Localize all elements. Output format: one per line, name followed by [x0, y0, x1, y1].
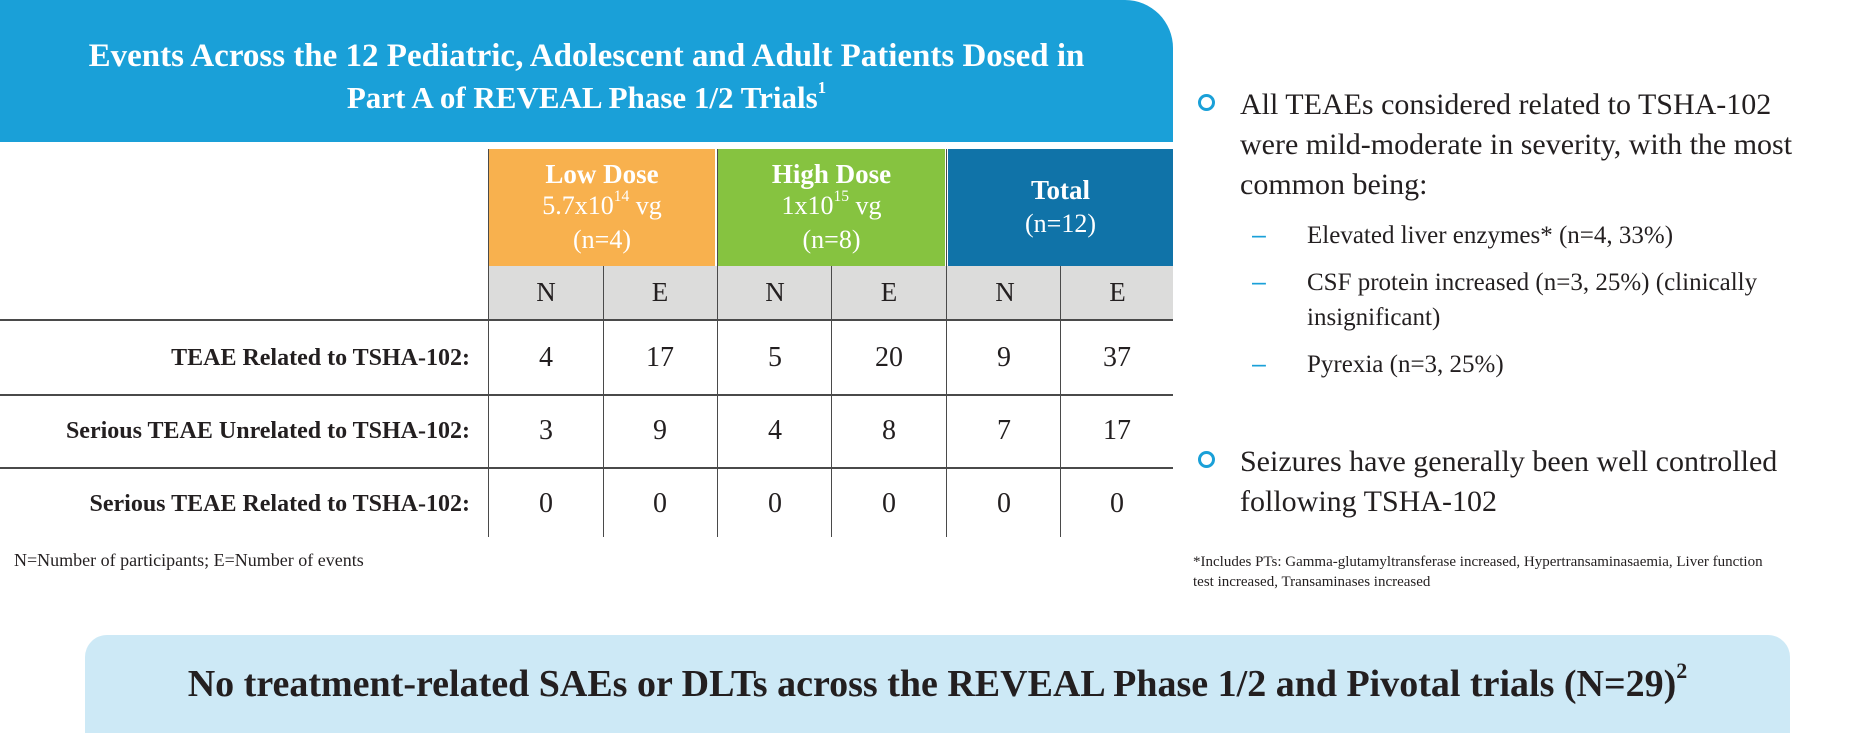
circle-bullet-icon	[1198, 451, 1215, 468]
footnote-line: test increased, Transaminases increased	[1193, 574, 1431, 590]
table-cell: 5	[768, 342, 782, 373]
subheader-total-e: E	[1109, 277, 1126, 307]
column-divider	[488, 149, 489, 537]
table-title-line2: Part A of REVEAL Phase 1/2 Trials1	[0, 78, 1173, 118]
footnote-ref-2: 2	[1676, 657, 1688, 683]
table-cell: 0	[768, 488, 782, 519]
low-dose-n: (n=4)	[573, 225, 631, 254]
table-cell: 37	[1103, 342, 1131, 373]
table-cell: 17	[646, 342, 674, 373]
row-label-serious-teae-related: Serious TEAE Related to TSHA-102:	[89, 491, 470, 517]
high-dose-n: (n=8)	[802, 225, 861, 254]
high-dose-exponent: 15	[833, 188, 850, 206]
table-title-line1: Events Across the 12 Pediatric, Adolesce…	[88, 38, 1085, 74]
table-title-banner: Events Across the 12 Pediatric, Adolesce…	[0, 0, 1173, 142]
bullet-text: All TEAEs considered related to TSHA-102…	[1240, 85, 1855, 205]
key-message-text: No treatment-related SAEs or DLTs across…	[187, 663, 1677, 705]
bullet-text: Seizures have generally been well contro…	[1240, 442, 1855, 522]
table-cell: 4	[539, 342, 553, 373]
dash-bullet-icon: –	[1252, 268, 1266, 296]
table-cell: 0	[653, 488, 667, 519]
high-dose-amount: 1x1015 vg	[718, 189, 945, 223]
circle-bullet-icon	[1198, 94, 1215, 111]
table-cell: 9	[653, 415, 667, 446]
sub-bullet-text: CSF protein increased (n=3, 25%) (clinic…	[1307, 265, 1852, 335]
row-label-serious-teae-unrelated: Serious TEAE Unrelated to TSHA-102:	[65, 418, 470, 444]
subheader-total-n: N	[995, 277, 1015, 307]
bullet-line: common being:	[1240, 168, 1428, 201]
sub-bullet-line: insignificant)	[1307, 304, 1441, 331]
subheader-low-e: E	[651, 277, 669, 307]
row-divider	[0, 319, 1173, 321]
column-divider	[946, 149, 947, 537]
high-dose-header: High Dose 1x1015 vg (n=8)	[718, 149, 945, 266]
high-dose-base: 1x10	[781, 191, 834, 220]
low-dose-exponent: 14	[613, 188, 630, 206]
table-cell: 7	[997, 415, 1011, 446]
low-dose-name: Low Dose	[545, 159, 659, 189]
high-dose-unit: vg	[849, 191, 882, 220]
bullet-line: All TEAEs considered related to TSHA-102	[1240, 88, 1772, 121]
subheader-high-e: E	[880, 277, 898, 307]
table-cell: 9	[997, 342, 1011, 373]
table-footnote: N=Number of participants; E=Number of ev…	[14, 550, 364, 570]
column-divider	[1060, 266, 1061, 537]
row-divider	[0, 467, 1173, 469]
subheader-low-n: N	[536, 277, 556, 307]
footnote-ref-1: 1	[817, 78, 827, 98]
total-header: Total (n=12)	[948, 149, 1173, 266]
total-name: Total	[1030, 175, 1091, 205]
bullet-line: were mild-moderate in severity, with the…	[1240, 128, 1793, 161]
low-dose-amount: 5.7x1014 vg	[489, 189, 715, 223]
column-divider	[603, 266, 604, 537]
row-label-teae-related: TEAE Related to TSHA-102:	[171, 345, 470, 371]
table-cell: 4	[768, 415, 782, 446]
column-divider	[831, 266, 832, 537]
table-cell: 20	[875, 342, 903, 373]
liver-enzymes-footnote: *Includes PTs: Gamma-glutamyltransferase…	[1193, 552, 1843, 592]
subheader-high-n: N	[765, 277, 785, 307]
sub-bullet-text: Elevated liver enzymes* (n=4, 33%)	[1307, 222, 1674, 249]
table-title-line2-text: Part A of REVEAL Phase 1/2 Trials	[346, 80, 818, 115]
footnote-line: *Includes PTs: Gamma-glutamyltransferase…	[1193, 554, 1763, 570]
table-cell: 3	[539, 415, 553, 446]
table-cell: 0	[539, 488, 553, 519]
column-divider	[717, 149, 718, 537]
low-dose-header: Low Dose 5.7x1014 vg (n=4)	[489, 149, 715, 266]
sub-bullet-text: Pyrexia (n=3, 25%)	[1307, 351, 1504, 378]
table-cell: 17	[1103, 415, 1131, 446]
table-cell: 0	[1110, 488, 1124, 519]
table-cell: 0	[997, 488, 1011, 519]
high-dose-name: High Dose	[771, 159, 892, 189]
sub-bullet-line: CSF protein increased (n=3, 25%) (clinic…	[1307, 269, 1758, 296]
dash-bullet-icon: –	[1252, 221, 1266, 249]
low-dose-unit: vg	[629, 191, 662, 220]
bullet-line: Seizures have generally been well contro…	[1240, 445, 1778, 478]
bullet-line: following TSHA-102	[1240, 485, 1497, 518]
total-n: (n=12)	[1025, 209, 1096, 238]
dash-bullet-icon: –	[1252, 350, 1266, 378]
low-dose-base: 5.7x10	[542, 191, 614, 220]
table-cell: 8	[882, 415, 896, 446]
key-message-banner: No treatment-related SAEs or DLTs across…	[85, 635, 1790, 733]
table-cell: 0	[882, 488, 896, 519]
row-divider	[0, 394, 1173, 396]
